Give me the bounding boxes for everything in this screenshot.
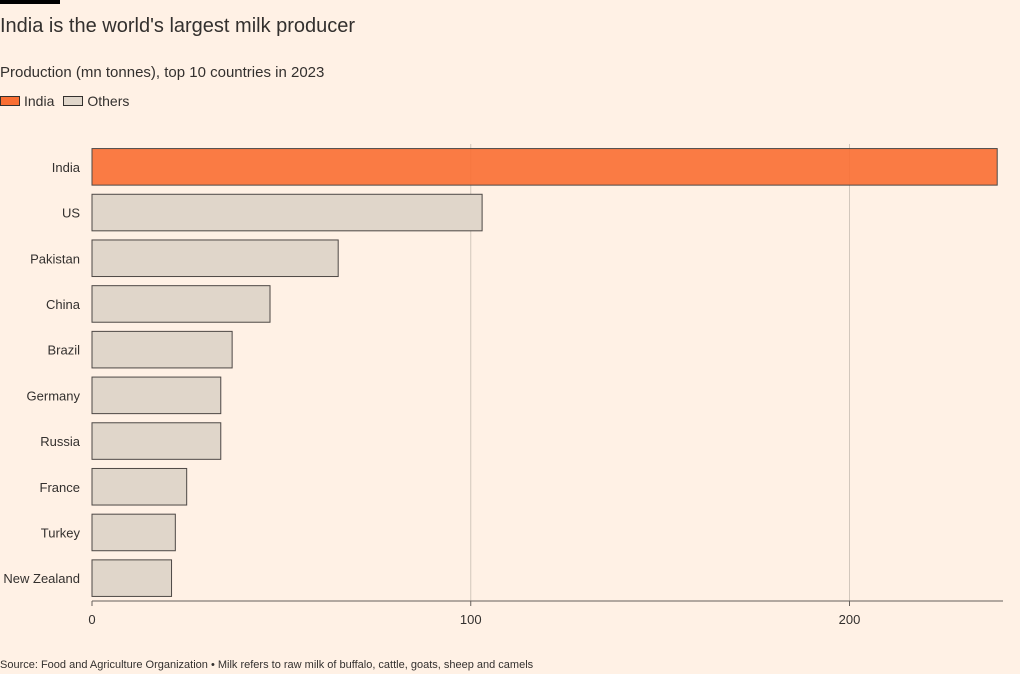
category-label-us: US — [62, 206, 80, 221]
x-tick-label-0: 0 — [88, 612, 95, 627]
bar-china — [91, 285, 271, 323]
category-label-russia: Russia — [40, 434, 81, 449]
legend-swatch-others — [63, 96, 84, 106]
bar-turkey — [91, 513, 176, 552]
bar-france — [91, 467, 188, 506]
bar-brazil — [91, 330, 233, 369]
legend-item-india: India — [0, 93, 54, 109]
chart-title: India is the world's largest milk produc… — [0, 15, 356, 37]
bar-india — [91, 148, 998, 186]
x-tick-label-200: 200 — [839, 612, 861, 627]
legend-label-others: Others — [87, 93, 130, 109]
category-label-new-zealand: New Zealand — [3, 571, 80, 586]
category-label-france: France — [40, 480, 80, 495]
chart-legend: India Others — [0, 93, 138, 109]
bar-chart: India US Pakistan China Brazil Germany Russia F… — [3, 144, 1003, 627]
category-label-germany: Germany — [27, 388, 81, 403]
category-label-brazil: Brazil — [47, 343, 80, 358]
bar-us — [91, 193, 483, 232]
legend-label-india: India — [24, 93, 55, 109]
category-label-pakistan: Pakistan — [30, 251, 80, 266]
x-tick-label-100: 100 — [460, 612, 482, 627]
bar-new-zealand — [91, 559, 173, 597]
legend-item-others: Others — [63, 93, 129, 109]
category-label-turkey: Turkey — [41, 525, 81, 540]
source-note: Source: Food and Agriculture Organizatio… — [0, 659, 534, 671]
legend-swatch-india — [0, 96, 20, 106]
chart-subtitle: Production (mn tonnes), top 10 countries… — [0, 64, 325, 81]
bar-pakistan — [91, 239, 339, 278]
category-label-india: India — [52, 160, 81, 175]
bar-russia — [91, 422, 222, 460]
bar-germany — [91, 376, 222, 415]
category-label-china: China — [46, 297, 81, 312]
brand-bar — [0, 0, 60, 4]
